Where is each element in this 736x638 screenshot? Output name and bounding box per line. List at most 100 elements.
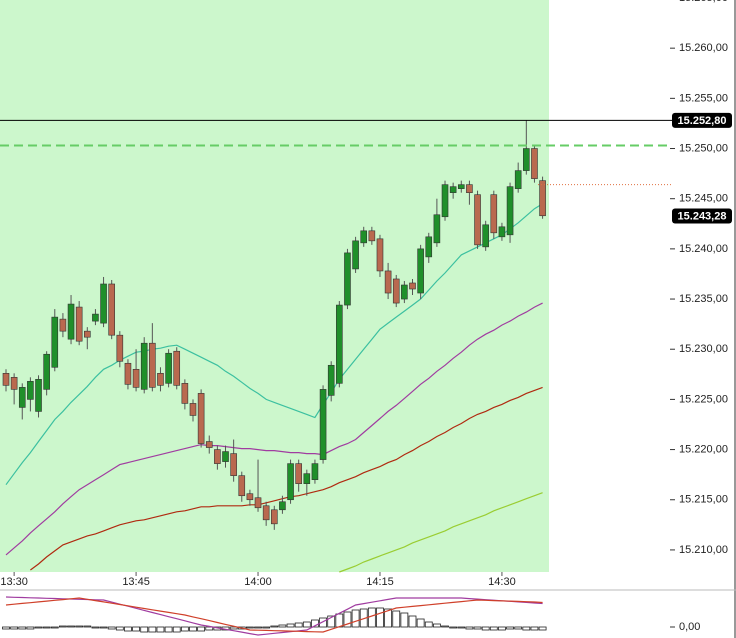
candle-body	[43, 353, 50, 390]
histogram-bar	[18, 626, 27, 630]
candle-body	[173, 350, 181, 386]
candle-body	[368, 230, 376, 242]
histogram-bar	[172, 626, 181, 633]
indicator-line	[5, 596, 543, 636]
y-tick-label: 15.245,00	[679, 193, 728, 205]
candle-body	[539, 180, 546, 217]
histogram-bar	[245, 626, 254, 629]
candle-body	[506, 186, 514, 236]
histogram-bar	[441, 625, 449, 628]
candle-body	[222, 451, 229, 462]
price-label-box	[672, 112, 732, 128]
histogram-bar	[262, 626, 271, 629]
candle-body	[376, 238, 384, 272]
candle-body	[279, 501, 286, 511]
histogram-bar	[107, 626, 116, 630]
histogram-bar	[367, 607, 376, 628]
candle-body	[51, 316, 59, 368]
candle-body	[327, 364, 335, 396]
y-tick-label: 15.255,00	[679, 92, 728, 104]
y-tick-label: 15.265,00	[679, 0, 728, 4]
candle-body	[311, 463, 319, 480]
candle-body	[303, 473, 311, 484]
histogram-bar	[449, 626, 458, 629]
histogram-bar	[140, 626, 149, 633]
price-label-box	[672, 208, 732, 224]
x-tick-label: 14:30	[488, 576, 516, 588]
histogram-bar	[59, 625, 67, 628]
candle-body	[319, 389, 327, 460]
candle-body	[295, 463, 302, 484]
histogram-bar	[400, 612, 409, 628]
candle-body	[352, 240, 359, 270]
x-tick-label: 13:30	[0, 576, 28, 588]
candle-body	[18, 387, 26, 408]
histogram-bar	[522, 626, 531, 631]
histogram-bar	[180, 626, 189, 632]
candle-body	[165, 352, 172, 384]
candle-body	[140, 342, 148, 390]
candle-body	[490, 194, 498, 234]
histogram-bar	[278, 624, 287, 628]
histogram-bar	[302, 621, 311, 628]
histogram-bar	[91, 626, 100, 629]
candle-body	[124, 362, 132, 385]
histogram-bar	[392, 610, 401, 628]
histogram-bar	[197, 626, 206, 632]
y-tick-label: 15.230,00	[679, 343, 728, 355]
candle-body	[425, 236, 433, 258]
histogram-bar	[408, 615, 417, 628]
candle-body	[523, 148, 530, 171]
candle-body	[10, 377, 18, 390]
candle-body	[433, 214, 441, 244]
histogram-bar	[424, 621, 433, 628]
candle-body	[2, 373, 10, 386]
histogram-bar	[327, 615, 336, 628]
histogram-bar	[481, 626, 490, 631]
y-tick-label: 15.250,00	[679, 142, 728, 154]
histogram-bar	[148, 626, 157, 633]
histogram-bar	[270, 625, 279, 628]
histogram-bar	[50, 626, 59, 629]
indicator-line	[30, 386, 543, 571]
candle-body	[344, 252, 351, 306]
price-label: 15.243,28	[678, 210, 727, 222]
histogram-bar	[432, 623, 441, 628]
histogram-bar	[498, 626, 506, 631]
histogram-bar	[164, 626, 173, 633]
x-tick-label: 13:45	[122, 576, 150, 588]
candle-body	[75, 306, 83, 342]
histogram-bar	[465, 626, 474, 630]
candle-body	[157, 373, 164, 386]
plot-background	[0, 0, 549, 572]
candle-body	[100, 283, 107, 324]
candle-body	[401, 284, 408, 300]
candle-body	[27, 381, 34, 400]
histogram-bar	[457, 626, 466, 629]
candle-body	[449, 186, 457, 193]
histogram-bar	[229, 626, 238, 630]
candle-body	[466, 184, 473, 193]
histogram-bar	[514, 626, 523, 630]
y-tick-label: 15.235,00	[679, 293, 728, 305]
histogram-bar	[335, 613, 344, 628]
histogram-bar	[530, 626, 539, 631]
y-tick-label: 0,00	[679, 621, 700, 633]
indicator-line	[5, 302, 543, 556]
histogram-bar	[26, 626, 35, 630]
indicator-line	[5, 203, 543, 486]
candle-body	[360, 230, 368, 244]
candle-body	[384, 270, 392, 294]
histogram-bar	[376, 607, 384, 628]
x-tick-label: 14:15	[366, 576, 394, 588]
y-tick-label: 15.220,00	[679, 443, 728, 455]
histogram-bar	[124, 626, 132, 632]
candle-body	[67, 303, 75, 340]
histogram-bar	[189, 626, 197, 632]
candle-body	[441, 184, 449, 218]
histogram-bar	[351, 609, 360, 628]
candle-body	[474, 194, 481, 246]
candle-body	[35, 379, 42, 412]
